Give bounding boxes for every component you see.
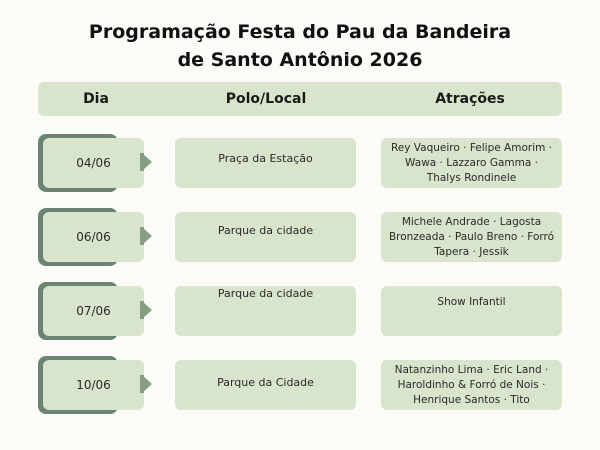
header-polo: Polo/Local [225,91,307,107]
title-line-2: de Santo Antônio 2026 [177,49,423,71]
table-header: Dia Polo/Local Atrações [38,82,562,116]
date-box: 07/06 [43,286,144,336]
attractions-text: Michele Andrade · Lagosta Bronzeada · Pa… [388,216,555,258]
location-text: Parque da cidade [217,287,314,300]
date-text: 06/06 [76,230,111,244]
attractions-box: Show Infantil [381,286,562,336]
attractions-text: Natanzinho Lima · Eric Land · Haroldinho… [394,364,549,406]
arrow-right-icon [142,153,152,171]
table-row: 10/06 Parque da Cidade Natanzinho Lima ·… [0,356,600,420]
attractions-text: Show Infantil [437,296,506,308]
date-text: 10/06 [76,378,111,392]
date-box: 04/06 [43,138,144,188]
table-row: 04/06 Praça da Estação Rey Vaqueiro · Fe… [0,134,600,198]
arrow-right-icon [142,227,152,245]
arrow-right-icon [142,375,152,393]
attractions-box: Natanzinho Lima · Eric Land · Haroldinho… [381,360,562,410]
attractions-box: Michele Andrade · Lagosta Bronzeada · Pa… [381,212,562,262]
attractions-box: Rey Vaqueiro · Felipe Amorim · Wawa · La… [381,138,562,188]
arrow-right-icon [142,301,152,319]
title-line-1: Programação Festa do Pau da Bandeira [88,21,512,43]
location-text: Parque da cidade [217,224,314,237]
location-box: Parque da Cidade [175,360,356,410]
date-box: 06/06 [43,212,144,262]
date-text: 04/06 [76,156,111,170]
location-box: Parque da cidade [175,212,356,262]
location-text: Praça da Estação [218,152,313,165]
table-row: 07/06 Parque da cidade Show Infantil [0,282,600,346]
date-text: 07/06 [76,304,111,318]
location-text: Parque da Cidade [217,376,314,389]
header-atracoes: Atrações [435,91,505,107]
header-dia: Dia [83,91,109,107]
location-box: Praça da Estação [175,138,356,188]
attractions-text: Rey Vaqueiro · Felipe Amorim · Wawa · La… [390,142,553,184]
location-box: Parque da cidade [175,286,356,336]
date-box: 10/06 [43,360,144,410]
table-row: 06/06 Parque da cidade Michele Andrade ·… [0,208,600,272]
page-title: Programação Festa do Pau da Bandeira de … [0,18,600,74]
